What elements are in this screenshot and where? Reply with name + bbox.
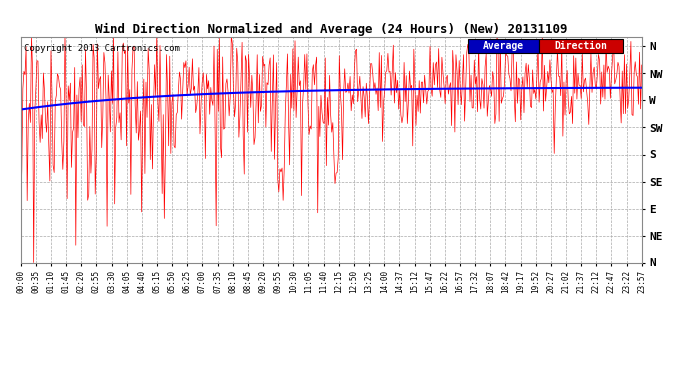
- FancyBboxPatch shape: [468, 39, 540, 53]
- Title: Wind Direction Normalized and Average (24 Hours) (New) 20131109: Wind Direction Normalized and Average (2…: [95, 23, 567, 36]
- Text: Copyright 2013 Cartronics.com: Copyright 2013 Cartronics.com: [23, 44, 179, 53]
- FancyBboxPatch shape: [540, 39, 623, 53]
- Text: Direction: Direction: [555, 41, 608, 51]
- Text: Average: Average: [483, 41, 524, 51]
